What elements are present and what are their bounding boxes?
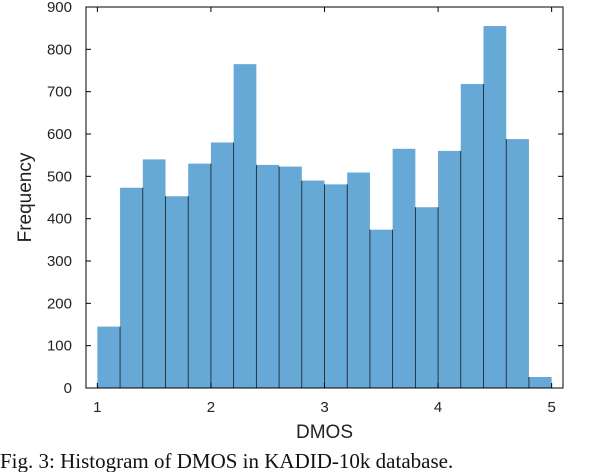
figure-caption: Fig. 3: Histogram of DMOS in KADID-10k d… [0,449,453,472]
histogram-bar [528,376,552,388]
y-tick-label: 700 [47,84,72,101]
y-tick-label: 200 [47,295,72,312]
x-tick-label: 5 [547,399,555,416]
x-axis-title: DMOS [296,422,353,443]
histogram-bars [97,26,552,389]
x-tick-label: 4 [434,399,442,416]
y-tick-label: 400 [47,211,72,228]
histogram-bar [142,159,166,388]
histogram-bar [369,229,393,388]
histogram-bar [233,64,257,389]
histogram-bar [392,148,416,388]
y-tick-label: 900 [47,0,72,16]
y-tick-label: 300 [47,253,72,270]
histogram-bar [347,172,370,388]
x-tick-label: 3 [320,399,328,416]
histogram-bar [415,207,439,388]
histogram-bar [210,142,234,388]
histogram-bar [188,163,211,388]
x-tick-label: 2 [207,399,215,416]
x-axis-ticks: 1 2 3 4 5 [93,7,556,416]
y-axis-title: Frequency [15,152,36,242]
histogram-bar [279,166,302,388]
histogram-bar [97,326,121,388]
histogram-bar [460,84,484,389]
y-axis-ticks: 0 100 200 300 400 500 600 700 800 900 [47,0,563,397]
y-tick-label: 800 [47,41,72,58]
y-tick-label: 100 [47,338,72,355]
histogram-bar [256,164,280,388]
histogram-bar [165,196,189,388]
histogram-bar [506,139,529,388]
y-tick-label: 0 [64,380,72,397]
histogram-bar [324,184,348,388]
histogram-bar [483,26,507,389]
histogram-bar [301,180,325,388]
histogram-bar [120,187,143,388]
bin-dividers [119,84,530,388]
y-tick-label: 600 [47,126,72,143]
x-tick-label: 1 [93,399,101,416]
y-tick-label: 500 [47,168,72,185]
histogram-bar [438,150,461,388]
